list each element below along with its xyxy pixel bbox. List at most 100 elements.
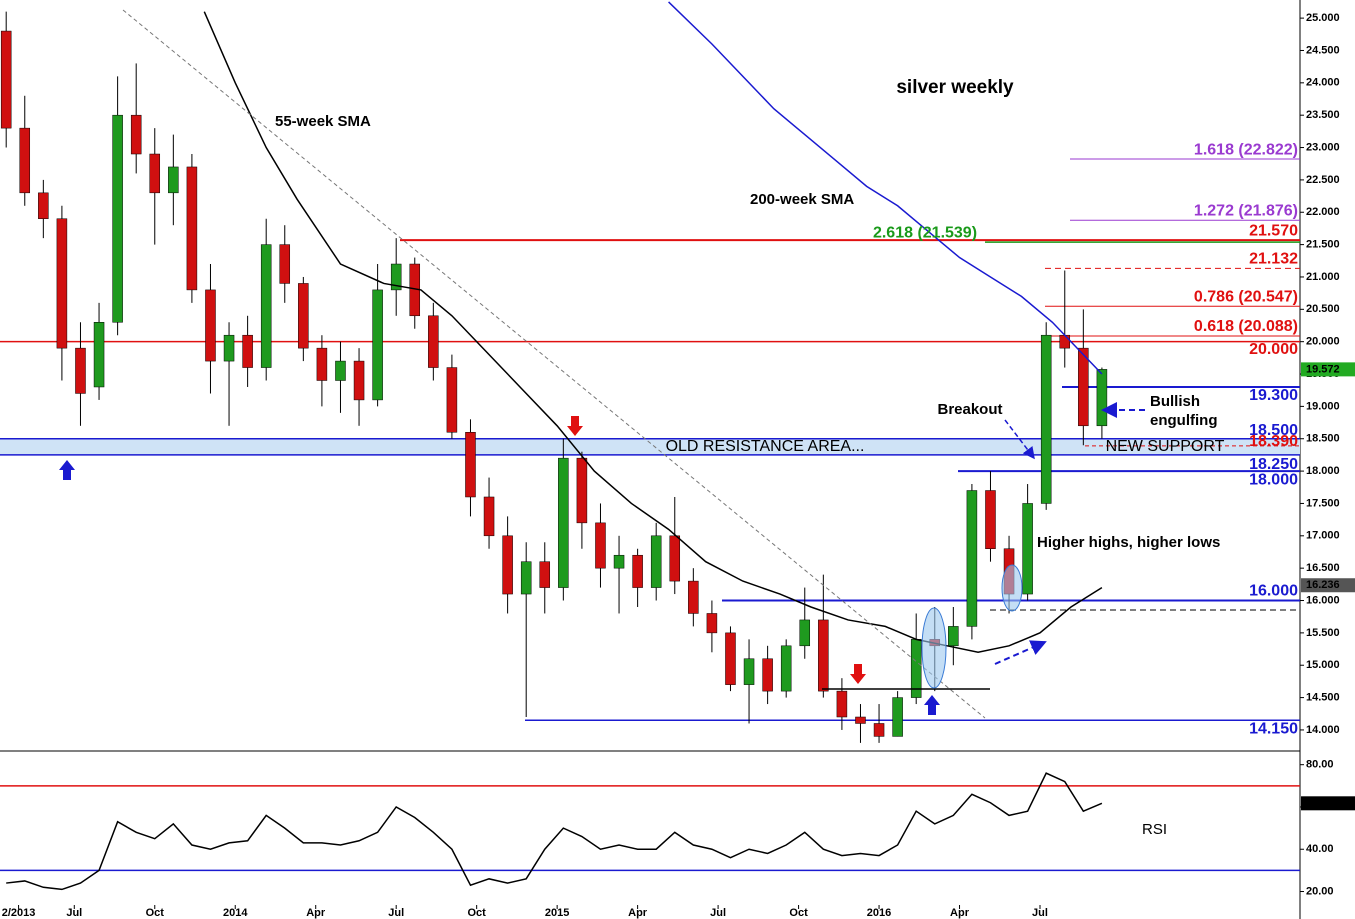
annotation: Higher highs, higher lows bbox=[1037, 534, 1220, 551]
x-tick-label: Apr bbox=[306, 907, 326, 919]
candle-body bbox=[38, 192, 49, 219]
candle-body bbox=[595, 522, 606, 569]
up-arrow bbox=[924, 695, 940, 715]
annotation: Breakout bbox=[937, 401, 1002, 418]
price-tag-label: 16.236 bbox=[1306, 579, 1340, 591]
candle-body bbox=[75, 347, 86, 394]
series-label: 200-week SMA bbox=[750, 191, 854, 208]
candle-body bbox=[465, 432, 476, 498]
x-tick-label: Oct bbox=[789, 907, 808, 919]
candle-body bbox=[1096, 369, 1108, 427]
level-label: 16.000 bbox=[1249, 583, 1298, 600]
x-tick-label: Oct bbox=[146, 907, 165, 919]
price-tag-label: 19.572 bbox=[1306, 363, 1340, 375]
level-label: 18.390 bbox=[1249, 433, 1298, 450]
y-tick-label: 23.000 bbox=[1306, 141, 1340, 153]
candle-body bbox=[762, 658, 773, 692]
rsi-tick-label: 40.00 bbox=[1306, 843, 1334, 855]
candle-body bbox=[539, 561, 551, 588]
rsi-tag-label: 61.73 bbox=[1306, 797, 1334, 809]
candle-body bbox=[985, 490, 996, 549]
rsi-tick-label: 80.00 bbox=[1306, 759, 1334, 771]
chart-title: silver weekly bbox=[896, 77, 1014, 98]
rsi-line bbox=[6, 772, 1103, 891]
candle-body bbox=[892, 697, 903, 737]
y-tick-label: 15.500 bbox=[1306, 627, 1340, 639]
x-tick-label: Apr bbox=[628, 907, 648, 919]
level-label: 18.000 bbox=[1249, 471, 1298, 488]
zone-label: OLD RESISTANCE AREA... bbox=[666, 438, 865, 455]
y-tick-label: 18.500 bbox=[1306, 433, 1340, 445]
y-tick-label: 18.000 bbox=[1306, 465, 1340, 477]
rsi-tick-label: 20.00 bbox=[1306, 885, 1334, 897]
candle-body bbox=[483, 496, 495, 537]
y-tick-label: 19.000 bbox=[1306, 400, 1340, 412]
price-tag bbox=[1301, 578, 1355, 593]
candle-body bbox=[948, 626, 959, 647]
candle-body bbox=[818, 619, 829, 692]
candle-body bbox=[260, 244, 272, 368]
arrow bbox=[994, 640, 1047, 665]
y-tick-label: 21.000 bbox=[1306, 271, 1340, 283]
y-tick-label: 23.500 bbox=[1306, 109, 1340, 121]
y-tick-label: 15.000 bbox=[1306, 659, 1340, 671]
candle-body bbox=[558, 457, 569, 588]
series-label: 55-week SMA bbox=[275, 113, 371, 130]
x-tick-label: Jul bbox=[66, 907, 82, 919]
candle-body bbox=[1022, 503, 1033, 595]
candle-body bbox=[19, 127, 31, 194]
price-tag bbox=[1301, 362, 1355, 377]
level-label: 20.000 bbox=[1249, 341, 1298, 358]
candle-body bbox=[279, 244, 291, 284]
candle-body bbox=[873, 723, 885, 737]
y-tick-label: 24.500 bbox=[1306, 44, 1340, 56]
level-label: 0.786 (20.547) bbox=[1194, 288, 1298, 305]
y-tick-label: 20.500 bbox=[1306, 303, 1340, 315]
y-tick-label: 14.500 bbox=[1306, 691, 1340, 703]
candle-body bbox=[632, 554, 643, 588]
annotation: NEW SUPPORT bbox=[1106, 438, 1225, 455]
candle-body bbox=[725, 632, 736, 685]
candle-body bbox=[576, 457, 588, 524]
rsi-tag bbox=[1301, 796, 1355, 811]
candle-body bbox=[836, 690, 848, 718]
y-tick-label: 24.000 bbox=[1306, 77, 1340, 89]
candle-body bbox=[799, 619, 811, 647]
candle-body bbox=[168, 166, 179, 194]
level-label: 21.570 bbox=[1249, 222, 1298, 239]
candle-body bbox=[743, 658, 755, 685]
y-tick-label: 22.500 bbox=[1306, 174, 1340, 186]
candle-body bbox=[502, 535, 513, 595]
x-tick-label: 2014 bbox=[223, 907, 248, 919]
level-label: 18.250 bbox=[1249, 456, 1298, 473]
candle-body bbox=[223, 334, 235, 362]
zone bbox=[0, 438, 1300, 455]
candle-body bbox=[149, 153, 161, 194]
candle-body bbox=[855, 716, 866, 724]
candle-body bbox=[316, 347, 328, 381]
y-tick-label: 17.000 bbox=[1306, 530, 1340, 542]
level-label: 2.618 (21.539) bbox=[873, 224, 977, 241]
candle-body bbox=[205, 289, 216, 362]
candle-body bbox=[650, 535, 662, 588]
y-tick-label: 22.000 bbox=[1306, 206, 1340, 218]
candle-body bbox=[780, 645, 792, 692]
candle-body bbox=[1078, 347, 1089, 427]
x-tick-label: 2015 bbox=[545, 907, 569, 919]
rsi-label: RSI bbox=[1142, 821, 1167, 838]
y-tick-label: 14.000 bbox=[1306, 724, 1340, 736]
candle-body bbox=[93, 322, 105, 388]
main-layer bbox=[0, 1, 1108, 891]
candle-body bbox=[688, 580, 699, 614]
level-label: 14.150 bbox=[1249, 720, 1298, 737]
x-tick-label: Apr bbox=[950, 907, 970, 919]
x-tick-label: 2/2013 bbox=[2, 907, 36, 919]
level-label: 21.132 bbox=[1249, 251, 1298, 268]
level-label: 0.618 (20.088) bbox=[1194, 318, 1298, 335]
candle-body bbox=[335, 360, 346, 381]
x-tick-label: Jul bbox=[1032, 907, 1048, 919]
front-layer: OLD RESISTANCE AREA... 14.000 14.500 15.000… bbox=[2, 12, 1355, 919]
